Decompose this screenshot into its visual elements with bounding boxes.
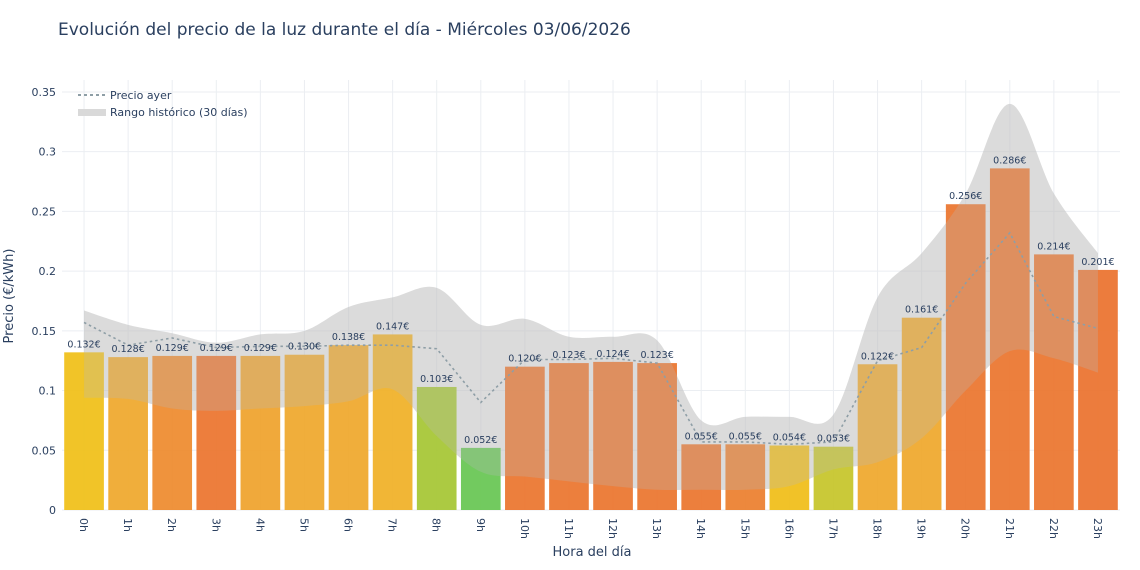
bar-8h[interactable]	[416, 386, 457, 510]
bar-18h[interactable]	[857, 364, 898, 510]
x-tick-label: 13h	[650, 518, 663, 539]
price-bars	[64, 103, 1118, 511]
bar-12h[interactable]	[593, 361, 633, 510]
bar-22h[interactable]	[1034, 254, 1074, 510]
legend-swatch-range	[78, 109, 106, 116]
y-tick-label: 0.1	[39, 385, 57, 398]
bar-9h[interactable]	[460, 447, 501, 510]
bar-17h[interactable]	[813, 446, 854, 510]
x-tick-label: 8h	[430, 518, 443, 532]
bar-value-labels: 0.132€ 0.128€ 0.129€ 0.129€ 0.129€ 0.130€ 0.13…	[67, 155, 1114, 446]
x-axis-title: Hora del día	[553, 545, 632, 560]
bar-5h[interactable]	[284, 354, 325, 510]
bar-value-label: 0.214€	[1037, 241, 1070, 252]
historic-range-overlay	[84, 103, 1098, 490]
bar-value-label: 0.132€	[67, 339, 100, 350]
y-tick-label: 0.35	[32, 86, 57, 99]
bar-11h[interactable]	[549, 363, 589, 510]
bar-value-label: 0.256€	[949, 191, 982, 202]
bar-21h[interactable]	[989, 168, 1030, 510]
bar-value-label: 0.129€	[200, 343, 233, 354]
x-tick-label: 5h	[297, 518, 310, 532]
bar-value-label: 0.161€	[905, 305, 938, 316]
bar-value-label: 0.129€	[156, 343, 189, 354]
bar-value-label: 0.122€	[861, 351, 894, 362]
axes: 0 0.05 0.1 0.15 0.2 0.25 0.3 0.35 0h 1h 2h 3h 4h 5h 6h…	[32, 86, 1104, 539]
bar-value-label: 0.054€	[773, 433, 806, 444]
bar-7h[interactable]	[372, 334, 413, 510]
y-axis-title: Precio (€/kWh)	[2, 249, 17, 344]
x-tick-label: 3h	[209, 518, 222, 532]
bar-10h[interactable]	[505, 366, 545, 510]
bar-value-label: 0.129€	[244, 343, 277, 354]
yesterday-line	[83, 231, 1099, 446]
x-tick-label: 19h	[915, 518, 928, 539]
bar-value-label: 0.201€	[1081, 257, 1114, 268]
bar-value-label: 0.123€	[641, 350, 674, 361]
x-tick-label: 17h	[826, 518, 839, 539]
bar-value-label: 0.055€	[685, 431, 718, 442]
x-tick-label: 21h	[1003, 518, 1016, 539]
y-tick-label: 0.05	[32, 444, 57, 457]
x-tick-label: 23h	[1091, 518, 1104, 539]
x-tick-label: 0h	[77, 518, 90, 532]
bar-value-label: 0.138€	[332, 332, 365, 343]
y-tick-label: 0.3	[39, 146, 57, 159]
bar-0h[interactable]	[64, 352, 104, 510]
x-tick-label: 22h	[1047, 518, 1060, 539]
x-tick-label: 18h	[871, 518, 884, 539]
bar-value-label: 0.052€	[464, 435, 497, 446]
bar-value-label: 0.286€	[993, 155, 1026, 166]
bar-value-label: 0.147€	[376, 321, 409, 332]
x-tick-label: 9h	[474, 518, 487, 532]
bar-value-label: 0.130€	[288, 342, 321, 353]
bar-19h[interactable]	[901, 317, 942, 510]
x-tick-label: 16h	[782, 518, 795, 539]
bar-3h[interactable]	[196, 355, 237, 510]
bar-value-label: 0.123€	[552, 350, 585, 361]
bar-value-label: 0.103€	[420, 374, 453, 385]
bar-value-label: 0.055€	[729, 431, 762, 442]
bar-20h[interactable]	[945, 204, 986, 510]
bar-14h[interactable]	[681, 444, 722, 510]
x-tick-label: 11h	[562, 518, 575, 539]
bar-2h[interactable]	[152, 355, 193, 510]
x-tick-label: 7h	[386, 518, 399, 532]
y-tick-label: 0.15	[32, 325, 57, 338]
x-tick-label: 4h	[253, 518, 266, 532]
bar-value-label: 0.053€	[817, 434, 850, 445]
x-tick-label: 12h	[606, 518, 619, 539]
x-tick-label: 20h	[959, 518, 972, 539]
bar-1h[interactable]	[108, 357, 148, 510]
chart-title: Evolución del precio de la luz durante e…	[58, 20, 631, 40]
y-tick-label: 0.2	[39, 265, 57, 278]
x-tick-label: 14h	[694, 518, 707, 539]
bar-15h[interactable]	[725, 444, 766, 510]
y-tick-label: 0.25	[32, 205, 57, 218]
y-tick-label: 0	[49, 504, 56, 517]
bar-value-label: 0.120€	[508, 354, 541, 365]
legend-label-yesterday[interactable]: Precio ayer	[110, 89, 172, 102]
chart-legend[interactable]: Precio ayer Rango histórico (30 días)	[78, 89, 248, 119]
x-tick-label: 1h	[121, 518, 134, 532]
x-tick-label: 15h	[738, 518, 751, 539]
bar-value-label: 0.128€	[112, 344, 145, 355]
bar-4h[interactable]	[240, 355, 281, 510]
legend-label-range[interactable]: Rango histórico (30 días)	[110, 106, 248, 119]
bar-value-label: 0.124€	[596, 349, 629, 360]
x-tick-label: 6h	[342, 518, 355, 532]
yesterday-price-line	[83, 231, 1099, 446]
bar-23h[interactable]	[1078, 269, 1118, 510]
x-tick-label: 10h	[518, 518, 531, 539]
x-tick-label: 2h	[165, 518, 178, 532]
bar-16h[interactable]	[769, 445, 810, 511]
bar-6h[interactable]	[328, 345, 369, 510]
